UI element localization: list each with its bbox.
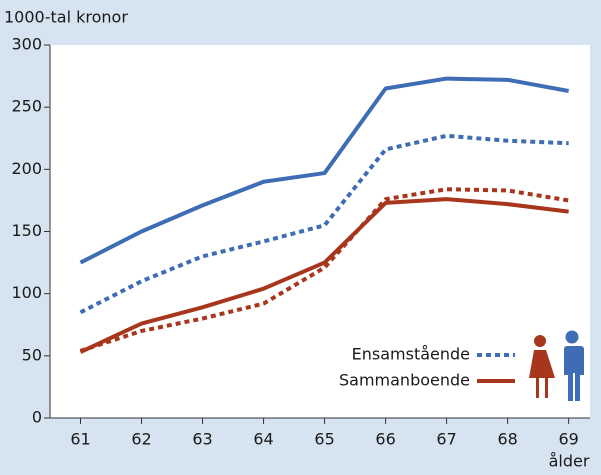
x-axis-label: ålder: [549, 452, 590, 471]
series-line: [79, 76, 570, 265]
x-tick-label: 66: [375, 430, 395, 449]
y-tick-label: 50: [22, 345, 42, 364]
y-tick-label: 300: [11, 35, 42, 54]
x-tick-label: 69: [558, 430, 578, 449]
x-tick-label: 62: [131, 430, 151, 449]
man-icon: [563, 330, 584, 401]
legend-label: Sammanboende: [339, 371, 470, 390]
x-tick-label: 65: [314, 430, 334, 449]
x-tick-label: 61: [70, 430, 90, 449]
woman-icon: [529, 335, 555, 398]
y-tick-label: 200: [11, 159, 42, 178]
series-line: [79, 133, 569, 315]
chart-title: 1000-tal kronor: [4, 8, 128, 27]
series-line: [79, 187, 569, 353]
legend-label: Ensamstående: [352, 345, 470, 364]
plot-area: [50, 45, 590, 418]
y-tick-label: 100: [11, 283, 42, 302]
y-tick-label: 150: [11, 221, 42, 240]
x-tick-label: 67: [436, 430, 456, 449]
y-tick-label: 0: [32, 408, 42, 427]
y-tick-label: 250: [11, 97, 42, 116]
x-tick-label: 68: [497, 430, 517, 449]
x-tick-label: 64: [253, 430, 273, 449]
series-line: [79, 197, 569, 354]
x-tick-label: 63: [192, 430, 212, 449]
